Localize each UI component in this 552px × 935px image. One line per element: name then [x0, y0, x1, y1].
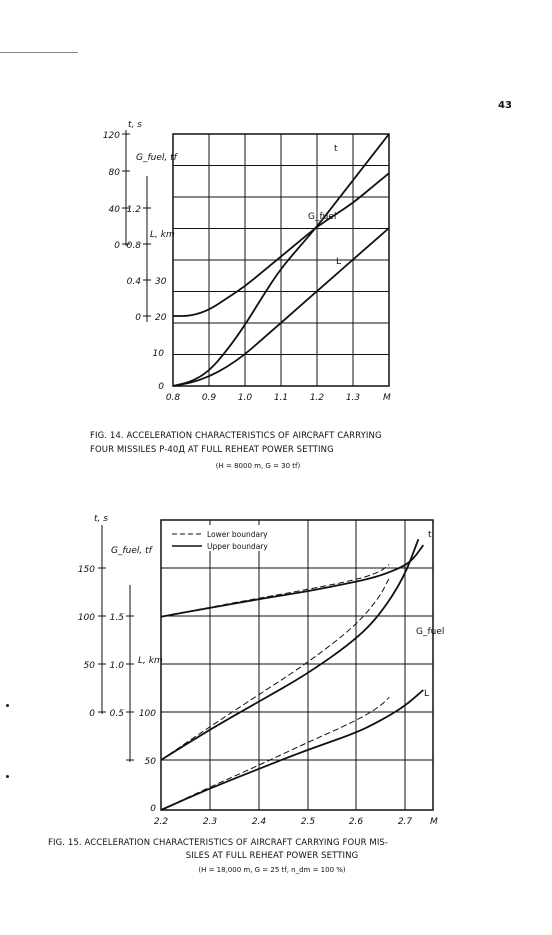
fig15-curves [160, 538, 425, 811]
fig15-legend-upper: Upper boundary [207, 542, 268, 551]
fig15-curve-l-upper [160, 689, 424, 811]
fig15-l-tick: 0 [150, 804, 156, 814]
fig14-curve-l [172, 227, 390, 387]
fig14-x-tick: 1.0 [238, 393, 253, 403]
fig15-l-tick: 100 [139, 709, 156, 719]
fig14-caption-line: FOUR MISSILES P-40Д AT FULL REHEAT POWER… [90, 445, 334, 455]
fig15-x-label: M [430, 817, 438, 827]
fig14-gfuel-tick: 1.2 [127, 205, 142, 215]
fig14-curve-label-l: L [336, 257, 341, 267]
margin-mark [6, 704, 9, 707]
fig14-x-label: M [383, 393, 391, 403]
fig15-l-tick: 50 [145, 757, 157, 767]
fig15-gfuel-tick: 0.5 [110, 709, 125, 719]
fig15-x-tick: 2.3 [203, 817, 218, 827]
fig15-gfuel-label: G_fuel, tf [111, 546, 154, 556]
fig15-gfuel-tick: 1.5 [110, 613, 125, 623]
fig15-curve-label-t: t [428, 530, 432, 540]
fig15-x-tick: 2.7 [398, 817, 413, 827]
fig14-inner-tick: 0 [158, 382, 164, 392]
page-number: 43 [498, 100, 512, 111]
fig14-inner-tick: 30 [155, 277, 167, 287]
fig15-x-tick: 2.2 [154, 817, 169, 827]
fig15-t-label: t, s [94, 514, 108, 524]
fig15-t-tick: 50 [84, 661, 96, 671]
fig14-x-tick: 1.3 [346, 393, 361, 403]
fig14-t-tick: 80 [109, 168, 121, 178]
fig15-x-tick: 2.5 [301, 817, 316, 827]
fig14-gfuel-tick: 0.8 [127, 241, 142, 251]
fig15-axes [98, 525, 134, 762]
fig14-curves [172, 133, 390, 387]
fig15-t-tick: 0 [89, 709, 95, 719]
fig14-curve-gfuel [172, 172, 390, 317]
figure-15: Lower boundary Upper boundary t, s G_fue… [48, 514, 444, 874]
fig15-curve-gfuel-upper [160, 538, 420, 761]
fig14-inner-tick: 20 [155, 313, 167, 323]
fig14-grid [172, 133, 390, 387]
figure-14: t, s G_fuel, tf L, km 120 80 40 0 1.2 0.… [90, 120, 391, 470]
fig15-curve-l-lower [160, 696, 390, 811]
fig14-gfuel-label: G_fuel, tf [136, 153, 179, 163]
fig15-legend-lower: Lower boundary [207, 530, 268, 539]
fig14-l-tick: 0.4 [127, 277, 142, 287]
margin-mark [6, 775, 9, 778]
fig15-l-label: L, km [138, 656, 163, 666]
fig14-conditions: (H = 8000 m, G = 30 tf) [216, 462, 301, 470]
fig15-t-tick: 100 [78, 613, 95, 623]
fig14-curve-label-gfuel: G_fuel [308, 212, 336, 222]
fig15-t-tick: 150 [78, 565, 95, 575]
fig14-t-tick: 120 [103, 131, 120, 141]
fig15-curve-label-gfuel: G_fuel [416, 627, 444, 637]
fig14-inner-tick: 10 [153, 349, 165, 359]
fig15-x-tick: 2.6 [349, 817, 364, 827]
fig15-curve-t-lower [160, 564, 390, 618]
fig15-caption-line: FIG. 15. ACCELERATION CHARACTERISTICS OF… [48, 838, 388, 848]
fig14-x-tick: 0.8 [166, 393, 181, 403]
fig14-labels: t, s G_fuel, tf L, km 120 80 40 0 1.2 0.… [103, 120, 391, 403]
fig14-curve-t [172, 133, 390, 387]
header-rule [0, 52, 78, 53]
fig15-gfuel-tick: 1.0 [110, 661, 125, 671]
fig14-axes [122, 130, 151, 322]
fig15-plot-frame [160, 519, 434, 811]
fig14-x-tick: 1.1 [274, 393, 288, 403]
fig14-l-tick: 0 [135, 313, 141, 323]
fig15-x-tick: 2.4 [252, 817, 267, 827]
fig14-t-tick: 0 [114, 241, 120, 251]
fig15-caption-line: SILES AT FULL REHEAT POWER SETTING [186, 851, 359, 861]
fig15-legend: Lower boundary Upper boundary [168, 525, 296, 551]
fig15-curve-gfuel-lower [160, 577, 390, 761]
fig15-curve-label-l: L [424, 689, 429, 699]
fig15-labels: t, s G_fuel, tf L, km 150 100 50 0 1.5 1… [78, 514, 445, 827]
fig14-t-label: t, s [128, 120, 142, 130]
fig14-x-tick: 0.9 [202, 393, 217, 403]
fig14-l-label: L, km [150, 230, 175, 240]
fig14-t-tick: 40 [109, 205, 121, 215]
fig15-conditions: (H = 18,000 m, G = 25 tf, n_dm = 100 %) [198, 866, 346, 874]
fig15-grid [160, 519, 434, 811]
fig14-x-tick: 1.2 [310, 393, 325, 403]
fig14-curve-label-t: t [334, 144, 338, 154]
fig15-curve-t-upper [160, 544, 425, 618]
fig14-caption-line: FIG. 14. ACCELERATION CHARACTERISTICS OF… [90, 431, 382, 441]
